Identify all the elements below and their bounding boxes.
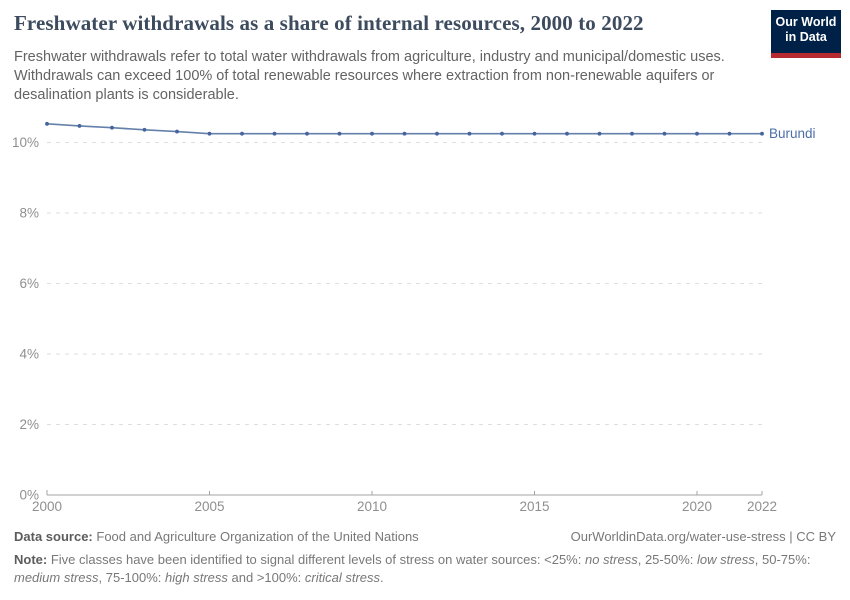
data-point-burundi-2014[interactable] [500, 131, 504, 136]
note-medium-stress: medium stress [14, 569, 99, 585]
data-point-burundi-2017[interactable] [597, 131, 602, 136]
x-tick-label-2000: 2000 [32, 499, 62, 512]
data-point-burundi-2018[interactable] [630, 131, 634, 136]
data-point-burundi-2008[interactable] [305, 131, 309, 136]
data-point-burundi-2015[interactable] [532, 131, 537, 136]
note-critical-stress: critical stress [304, 569, 381, 585]
note-text: , 75-100%: [98, 569, 166, 585]
y-tick-label-8: 8% [19, 206, 39, 221]
note-text: and >100%: [227, 569, 305, 585]
x-tick-label-2010: 2010 [357, 499, 387, 512]
line-chart-canvas[interactable]: 0% 2% 4% 6% 8% 10% 2000 2005 2010 2015 2020 2022 Bur… [0, 112, 850, 512]
note-low-stress: low stress [696, 552, 755, 567]
data-source-text: Food and Agriculture Organization of the… [96, 529, 419, 544]
data-point-burundi-2019[interactable] [662, 131, 667, 136]
y-tick-label-10: 10% [12, 135, 39, 150]
note-label: Note: [14, 552, 48, 567]
data-point-burundi-2013[interactable] [467, 131, 472, 136]
data-point-burundi-2022[interactable] [760, 131, 764, 136]
data-point-burundi-2010[interactable] [370, 131, 374, 136]
x-tick-label-2022: 2022 [747, 499, 777, 512]
data-point-burundi-2000[interactable] [45, 121, 49, 126]
data-point-burundi-2006[interactable] [240, 131, 244, 136]
note-no-stress: no stress [584, 552, 638, 567]
note-text: Five classes have been identified to sig… [47, 552, 585, 567]
data-point-burundi-2011[interactable] [402, 131, 407, 136]
data-source: Data source: Food and Agriculture Organi… [14, 529, 419, 544]
y-tick-label-6: 6% [19, 276, 39, 291]
y-tick-label-0: 0% [19, 488, 39, 503]
chart-title: Freshwater withdrawals as a share of int… [14, 11, 644, 35]
note-high-stress: high stress [165, 569, 228, 585]
data-point-burundi-2002[interactable] [110, 125, 114, 130]
data-point-burundi-2021[interactable] [727, 131, 732, 136]
data-point-burundi-2009[interactable] [337, 131, 342, 136]
data-point-burundi-2004[interactable] [175, 129, 179, 134]
data-point-burundi-2007[interactable] [272, 131, 277, 136]
chart-note: Note: Five classes have been identified … [14, 551, 836, 586]
note-text: , 25-50%: [637, 552, 697, 567]
data-source-label: Data source: [14, 529, 93, 544]
owid-logo-line1: Our World [775, 15, 837, 29]
data-point-burundi-2005[interactable] [207, 131, 212, 136]
note-text: , 50-75%: [754, 552, 811, 567]
chart-subtitle: Freshwater withdrawals refer to total wa… [14, 49, 725, 103]
data-point-burundi-2020[interactable] [695, 131, 699, 136]
owid-logo-line2: in Data [785, 30, 827, 44]
entity-label-burundi[interactable]: Burundi [769, 126, 816, 141]
y-tick-label-2: 2% [19, 417, 39, 432]
x-tick-label-2015: 2015 [519, 499, 549, 512]
owid-url-link[interactable]: OurWorldinData.org/water-use-stress | CC… [570, 529, 836, 544]
data-point-burundi-2012[interactable] [435, 131, 439, 136]
owid-logo[interactable]: Our World in Data [771, 10, 841, 58]
y-tick-label-4: 4% [19, 347, 39, 362]
x-tick-label-2005: 2005 [194, 499, 224, 512]
data-point-burundi-2003[interactable] [142, 127, 147, 132]
x-tick-label-2020: 2020 [682, 499, 712, 512]
data-point-burundi-2001[interactable] [77, 124, 82, 128]
data-point-burundi-2016[interactable] [565, 131, 569, 136]
chart-footer: Data source: Food and Agriculture Organi… [14, 529, 836, 586]
note-text: . [380, 569, 384, 585]
